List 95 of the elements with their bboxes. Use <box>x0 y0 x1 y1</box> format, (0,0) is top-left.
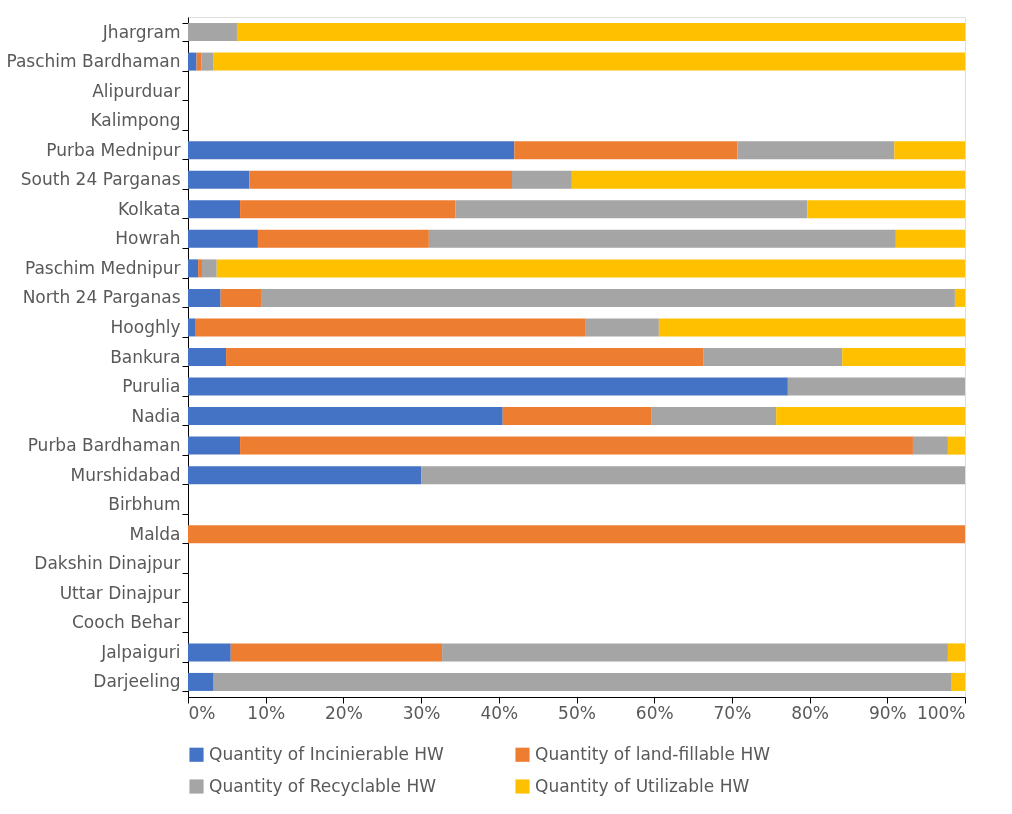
bar <box>257 229 429 248</box>
y-tick-label: Kalimpong <box>90 110 181 131</box>
x-tick-label: 50% <box>558 702 596 723</box>
y-tick-label: North 24 Parganas <box>22 287 181 308</box>
bar <box>894 141 965 160</box>
y-tick-label: Alipurduar <box>92 80 181 101</box>
bar <box>201 259 217 278</box>
y-tick-label: Malda <box>129 523 181 544</box>
bar <box>895 229 965 248</box>
x-tick-label: 80% <box>791 702 829 723</box>
bar <box>198 259 202 278</box>
bar <box>213 672 952 691</box>
bar <box>947 436 965 455</box>
bar <box>213 52 965 71</box>
x-tick-label: 40% <box>480 702 519 723</box>
bar <box>216 259 965 278</box>
bar <box>951 672 965 691</box>
bar <box>188 259 199 278</box>
legend-label: Quantity of Utilizable HW <box>535 775 750 796</box>
y-tick-label: Jhargram <box>101 21 181 42</box>
bar <box>226 348 704 366</box>
bar <box>737 141 895 160</box>
y-tick-label: Dakshin Dinajpur <box>34 553 181 574</box>
bar <box>651 407 777 426</box>
x-tick-label: 30% <box>402 702 441 723</box>
y-tick-label: Paschim Mednipur <box>24 257 181 278</box>
bar <box>188 141 515 160</box>
y-tick-label: Darjeeling <box>93 671 181 692</box>
bar <box>188 229 258 248</box>
y-tick-label: Howrah <box>115 228 181 249</box>
bar <box>455 200 808 219</box>
y-tick-label: Cooch Behar <box>72 612 181 633</box>
bar <box>188 200 241 219</box>
legend-label: Quantity of Recyclable HW <box>209 775 437 796</box>
x-tick-label: 100% <box>916 702 966 723</box>
bar <box>512 170 572 189</box>
bar <box>947 643 965 662</box>
x-tick-label: 90% <box>868 702 907 723</box>
legend-label: Quantity of land-fillable HW <box>535 743 771 764</box>
x-tick-label: 10% <box>247 702 286 723</box>
x-tick-label: 70% <box>713 702 752 723</box>
bar <box>703 348 843 366</box>
y-tick-label: Purulia <box>122 376 181 397</box>
y-tick-label: Murshidabad <box>70 464 181 485</box>
y-tick-label: Nadia <box>131 405 181 426</box>
bar <box>585 318 659 337</box>
bar <box>776 407 965 426</box>
bar <box>188 288 221 307</box>
bar <box>236 23 965 42</box>
y-tick-label: Uttar Dinajpur <box>59 582 181 603</box>
bar <box>220 288 262 307</box>
bar <box>230 643 443 662</box>
y-tick-label: Jalpaiguri <box>100 641 181 662</box>
bar <box>912 436 948 455</box>
bar <box>201 52 214 71</box>
bar <box>658 318 965 337</box>
bar <box>240 200 456 219</box>
x-tick-label: 20% <box>325 702 363 723</box>
bar <box>807 200 965 219</box>
y-tick-label: Purba Bardhaman <box>27 435 181 456</box>
bar <box>261 288 955 307</box>
y-tick-label: Bankura <box>110 346 181 367</box>
bar <box>514 141 738 160</box>
bar <box>442 643 948 662</box>
bar <box>188 672 214 691</box>
bar <box>188 377 788 396</box>
bar <box>502 407 652 426</box>
bar <box>188 170 250 189</box>
y-tick-label: South 24 Parganas <box>20 169 181 190</box>
legend-label: Quantity of Incinierable HW <box>209 743 445 764</box>
bar <box>428 229 896 248</box>
bar <box>188 436 241 455</box>
y-tick-label: Birbhum <box>108 494 181 515</box>
bar <box>787 377 965 396</box>
bar <box>240 436 913 455</box>
x-tick-label: 0% <box>188 702 216 723</box>
bar <box>188 643 231 662</box>
bar <box>571 170 965 189</box>
x-tick-label: 60% <box>635 702 674 723</box>
y-tick-label: Purba Mednipur <box>46 139 181 160</box>
bar <box>249 170 513 189</box>
bar <box>188 407 503 426</box>
bar <box>188 348 227 366</box>
bar <box>188 466 422 485</box>
bar <box>188 52 197 71</box>
y-tick-label: Paschim Bardhaman <box>6 51 181 72</box>
bar <box>421 466 965 485</box>
bar <box>194 318 586 337</box>
y-tick-label: Kolkata <box>118 198 181 219</box>
bar <box>188 318 195 337</box>
bar <box>954 288 965 307</box>
y-tick-label: Hooghly <box>110 316 181 337</box>
bar <box>188 23 237 42</box>
bar <box>188 525 965 544</box>
bar <box>842 348 965 366</box>
